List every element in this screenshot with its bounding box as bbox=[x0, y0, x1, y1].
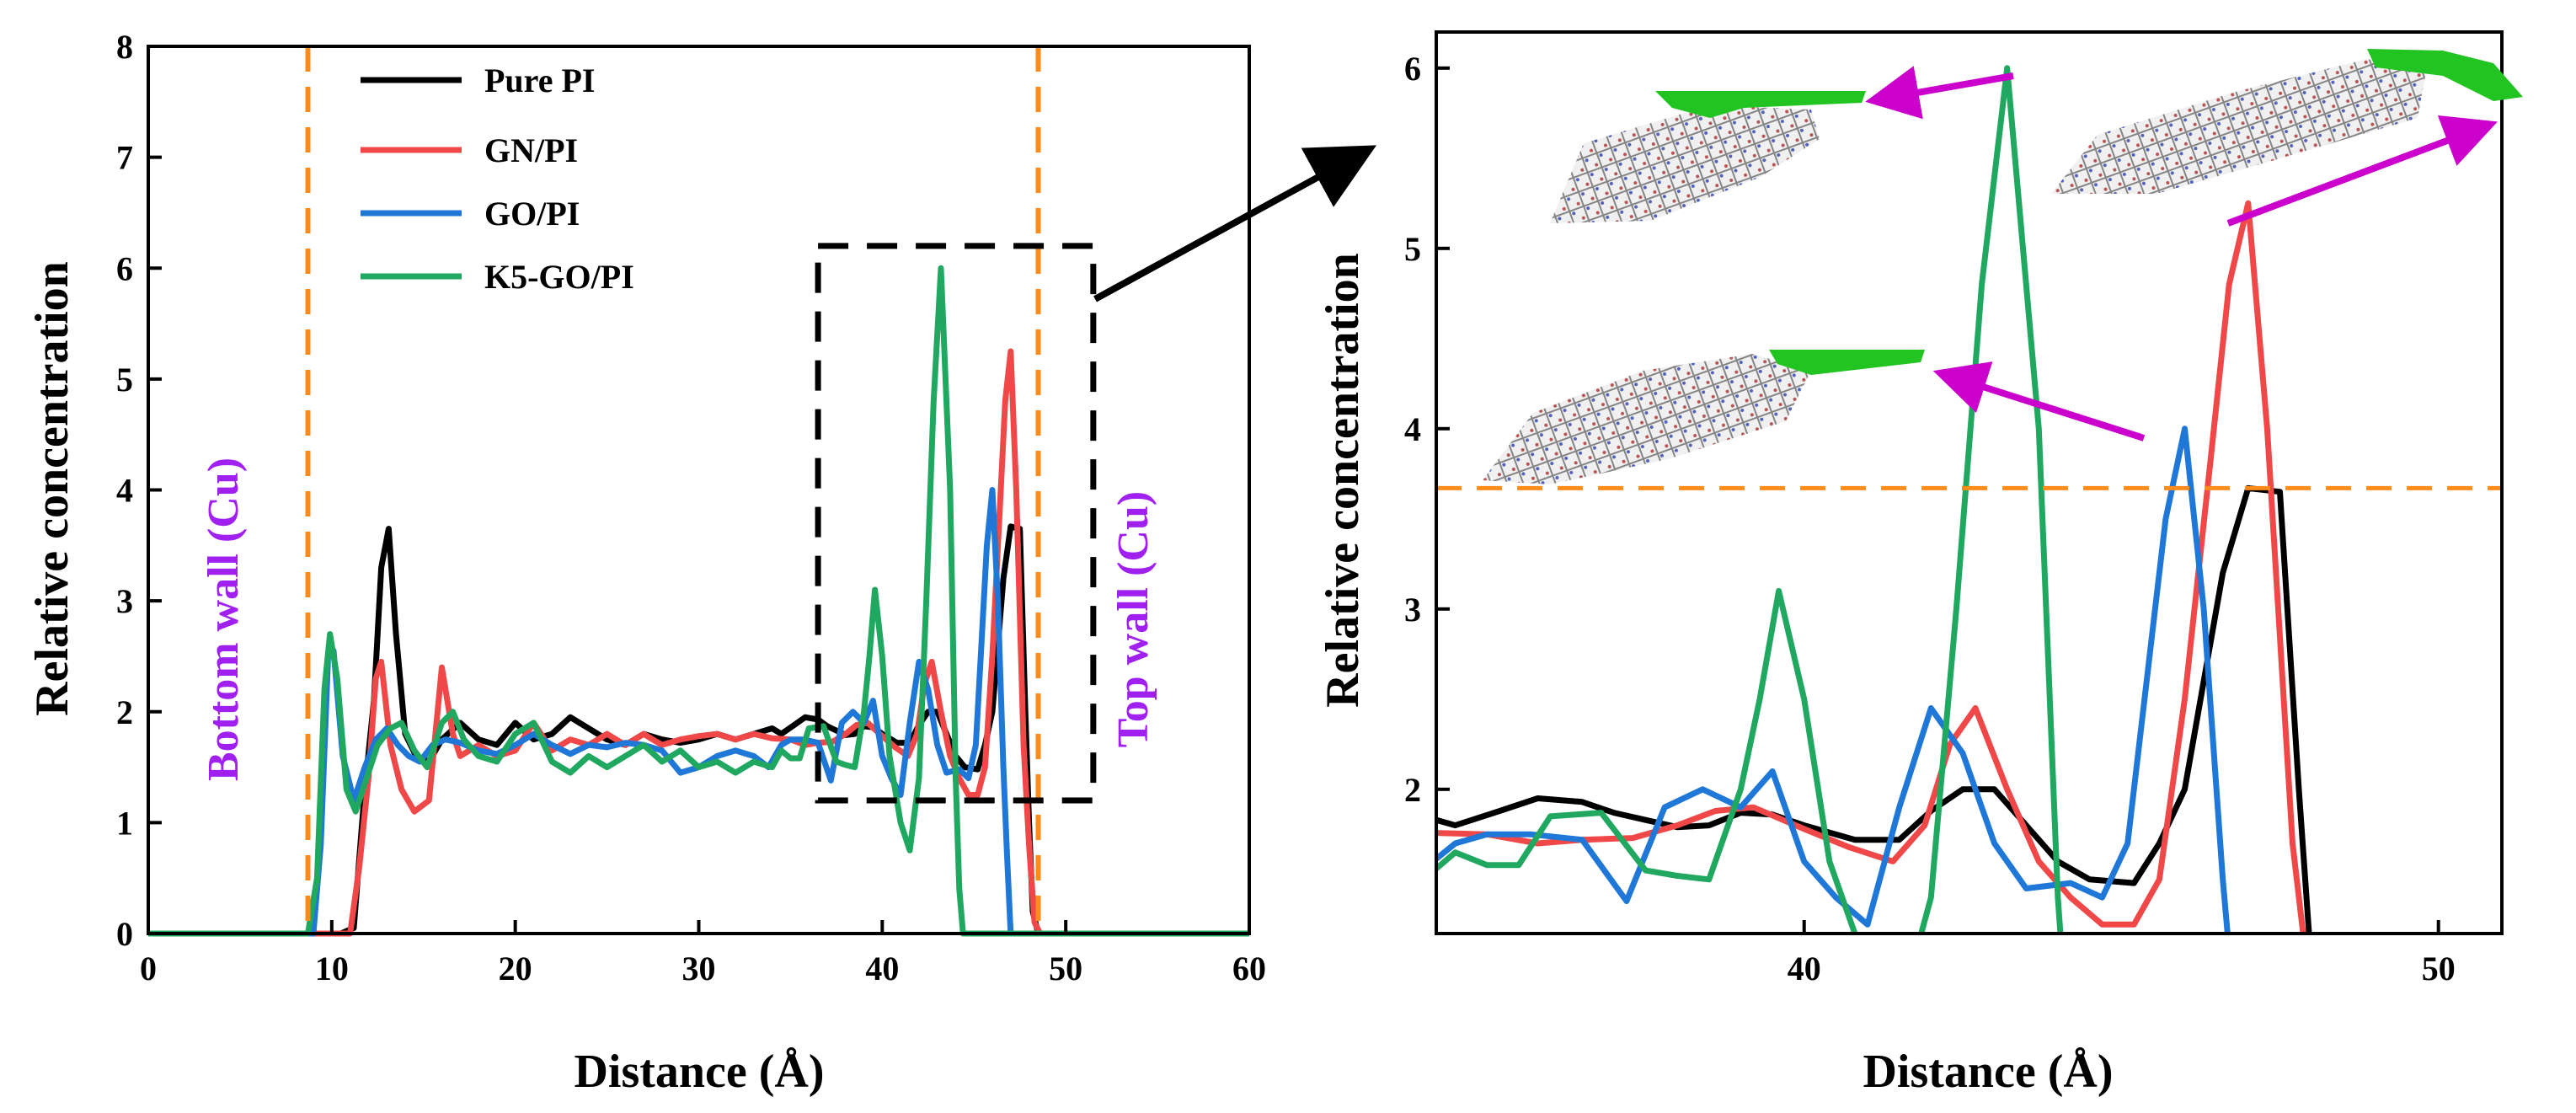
left-ticks-group: 0 10 20 30 40 50 60 0 1 2 3 4 5 6 7 8 bbox=[116, 28, 1266, 987]
x-tick-label: 50 bbox=[2422, 950, 2456, 987]
x-tick-label: 50 bbox=[1049, 950, 1082, 987]
series-line-k5-go-pi bbox=[1436, 65, 2064, 934]
y-tick-label: 0 bbox=[116, 915, 133, 953]
series-line-pure-pi bbox=[1436, 484, 2312, 934]
y-tick-label: 4 bbox=[1404, 410, 1421, 448]
left-y-axis-label: Relative concentration bbox=[26, 261, 78, 716]
legend-item-pure-pi: Pure PI bbox=[361, 62, 595, 99]
zoom-arrow bbox=[1093, 145, 1377, 302]
legend-label: Pure PI bbox=[484, 62, 595, 99]
y-tick-label: 8 bbox=[116, 28, 133, 66]
x-tick-label: 40 bbox=[865, 950, 899, 987]
legend-label: GN/PI bbox=[484, 131, 578, 169]
x-tick-label: 20 bbox=[499, 950, 532, 987]
series-line-gn-pi bbox=[1436, 200, 2306, 934]
y-tick-label: 5 bbox=[1404, 230, 1421, 268]
legend-item-go-pi: GO/PI bbox=[361, 195, 580, 233]
x-tick-label: 30 bbox=[682, 950, 716, 987]
y-tick-label: 1 bbox=[116, 804, 133, 842]
y-tick-label: 3 bbox=[1404, 591, 1421, 629]
right-plot-frame bbox=[1435, 30, 2504, 935]
snapshot-gn-pi bbox=[2051, 49, 2523, 227]
y-tick-label: 6 bbox=[116, 249, 133, 287]
y-tick-label: 4 bbox=[116, 472, 133, 510]
y-tick-label: 2 bbox=[116, 693, 133, 731]
right-chart: 40 50 2 3 4 5 6 Distance (Å) Relative concentr… bbox=[1317, 30, 2523, 1098]
legend-label: GO/PI bbox=[484, 195, 580, 233]
series-line-k5-go-pi bbox=[148, 265, 1249, 937]
y-tick-label: 3 bbox=[116, 582, 133, 620]
x-tick-label: 0 bbox=[140, 950, 157, 987]
right-series-group bbox=[1436, 65, 2312, 934]
zoom-box bbox=[815, 243, 1097, 804]
series-line-go-pi bbox=[148, 487, 1249, 937]
legend-item-gn-pi: GN/PI bbox=[361, 131, 578, 169]
y-tick-label: 7 bbox=[116, 139, 133, 177]
right-y-axis-label: Relative concentration bbox=[1317, 253, 1369, 708]
left-series-group bbox=[148, 265, 1249, 937]
legend-label: K5-GO/PI bbox=[484, 258, 634, 296]
left-chart: 0 10 20 30 40 50 60 0 1 2 3 4 5 6 7 8 Distance (Å) Rela… bbox=[26, 28, 1266, 1098]
series-line-gn-pi bbox=[148, 348, 1249, 937]
right-ticks-group: 40 50 2 3 4 5 6 bbox=[1404, 50, 2456, 987]
x-tick-label: 40 bbox=[1788, 950, 1821, 987]
series-line-pure-pi bbox=[148, 523, 1249, 937]
top-wall-label: Top wall (Cu) bbox=[1109, 491, 1157, 747]
right-x-axis-label: Distance (Å) bbox=[1863, 1046, 2113, 1098]
x-tick-label: 10 bbox=[315, 950, 349, 987]
legend-item-k5-go-pi: K5-GO/PI bbox=[361, 258, 634, 296]
snapshot-k5-go-pi bbox=[1550, 66, 2014, 223]
y-tick-label: 6 bbox=[1404, 50, 1421, 88]
y-tick-label: 5 bbox=[116, 361, 133, 399]
series-line-go-pi bbox=[1436, 425, 2231, 934]
x-tick-label: 60 bbox=[1232, 950, 1266, 987]
bottom-wall-label: Bottom wall (Cu) bbox=[200, 458, 248, 781]
left-x-axis-label: Distance (Å) bbox=[574, 1046, 824, 1098]
y-tick-label: 2 bbox=[1404, 771, 1421, 809]
legend: Pure PI GN/PI GO/PI K5-GO/PI bbox=[361, 62, 634, 296]
snapshot-go-pi bbox=[1483, 350, 2146, 484]
